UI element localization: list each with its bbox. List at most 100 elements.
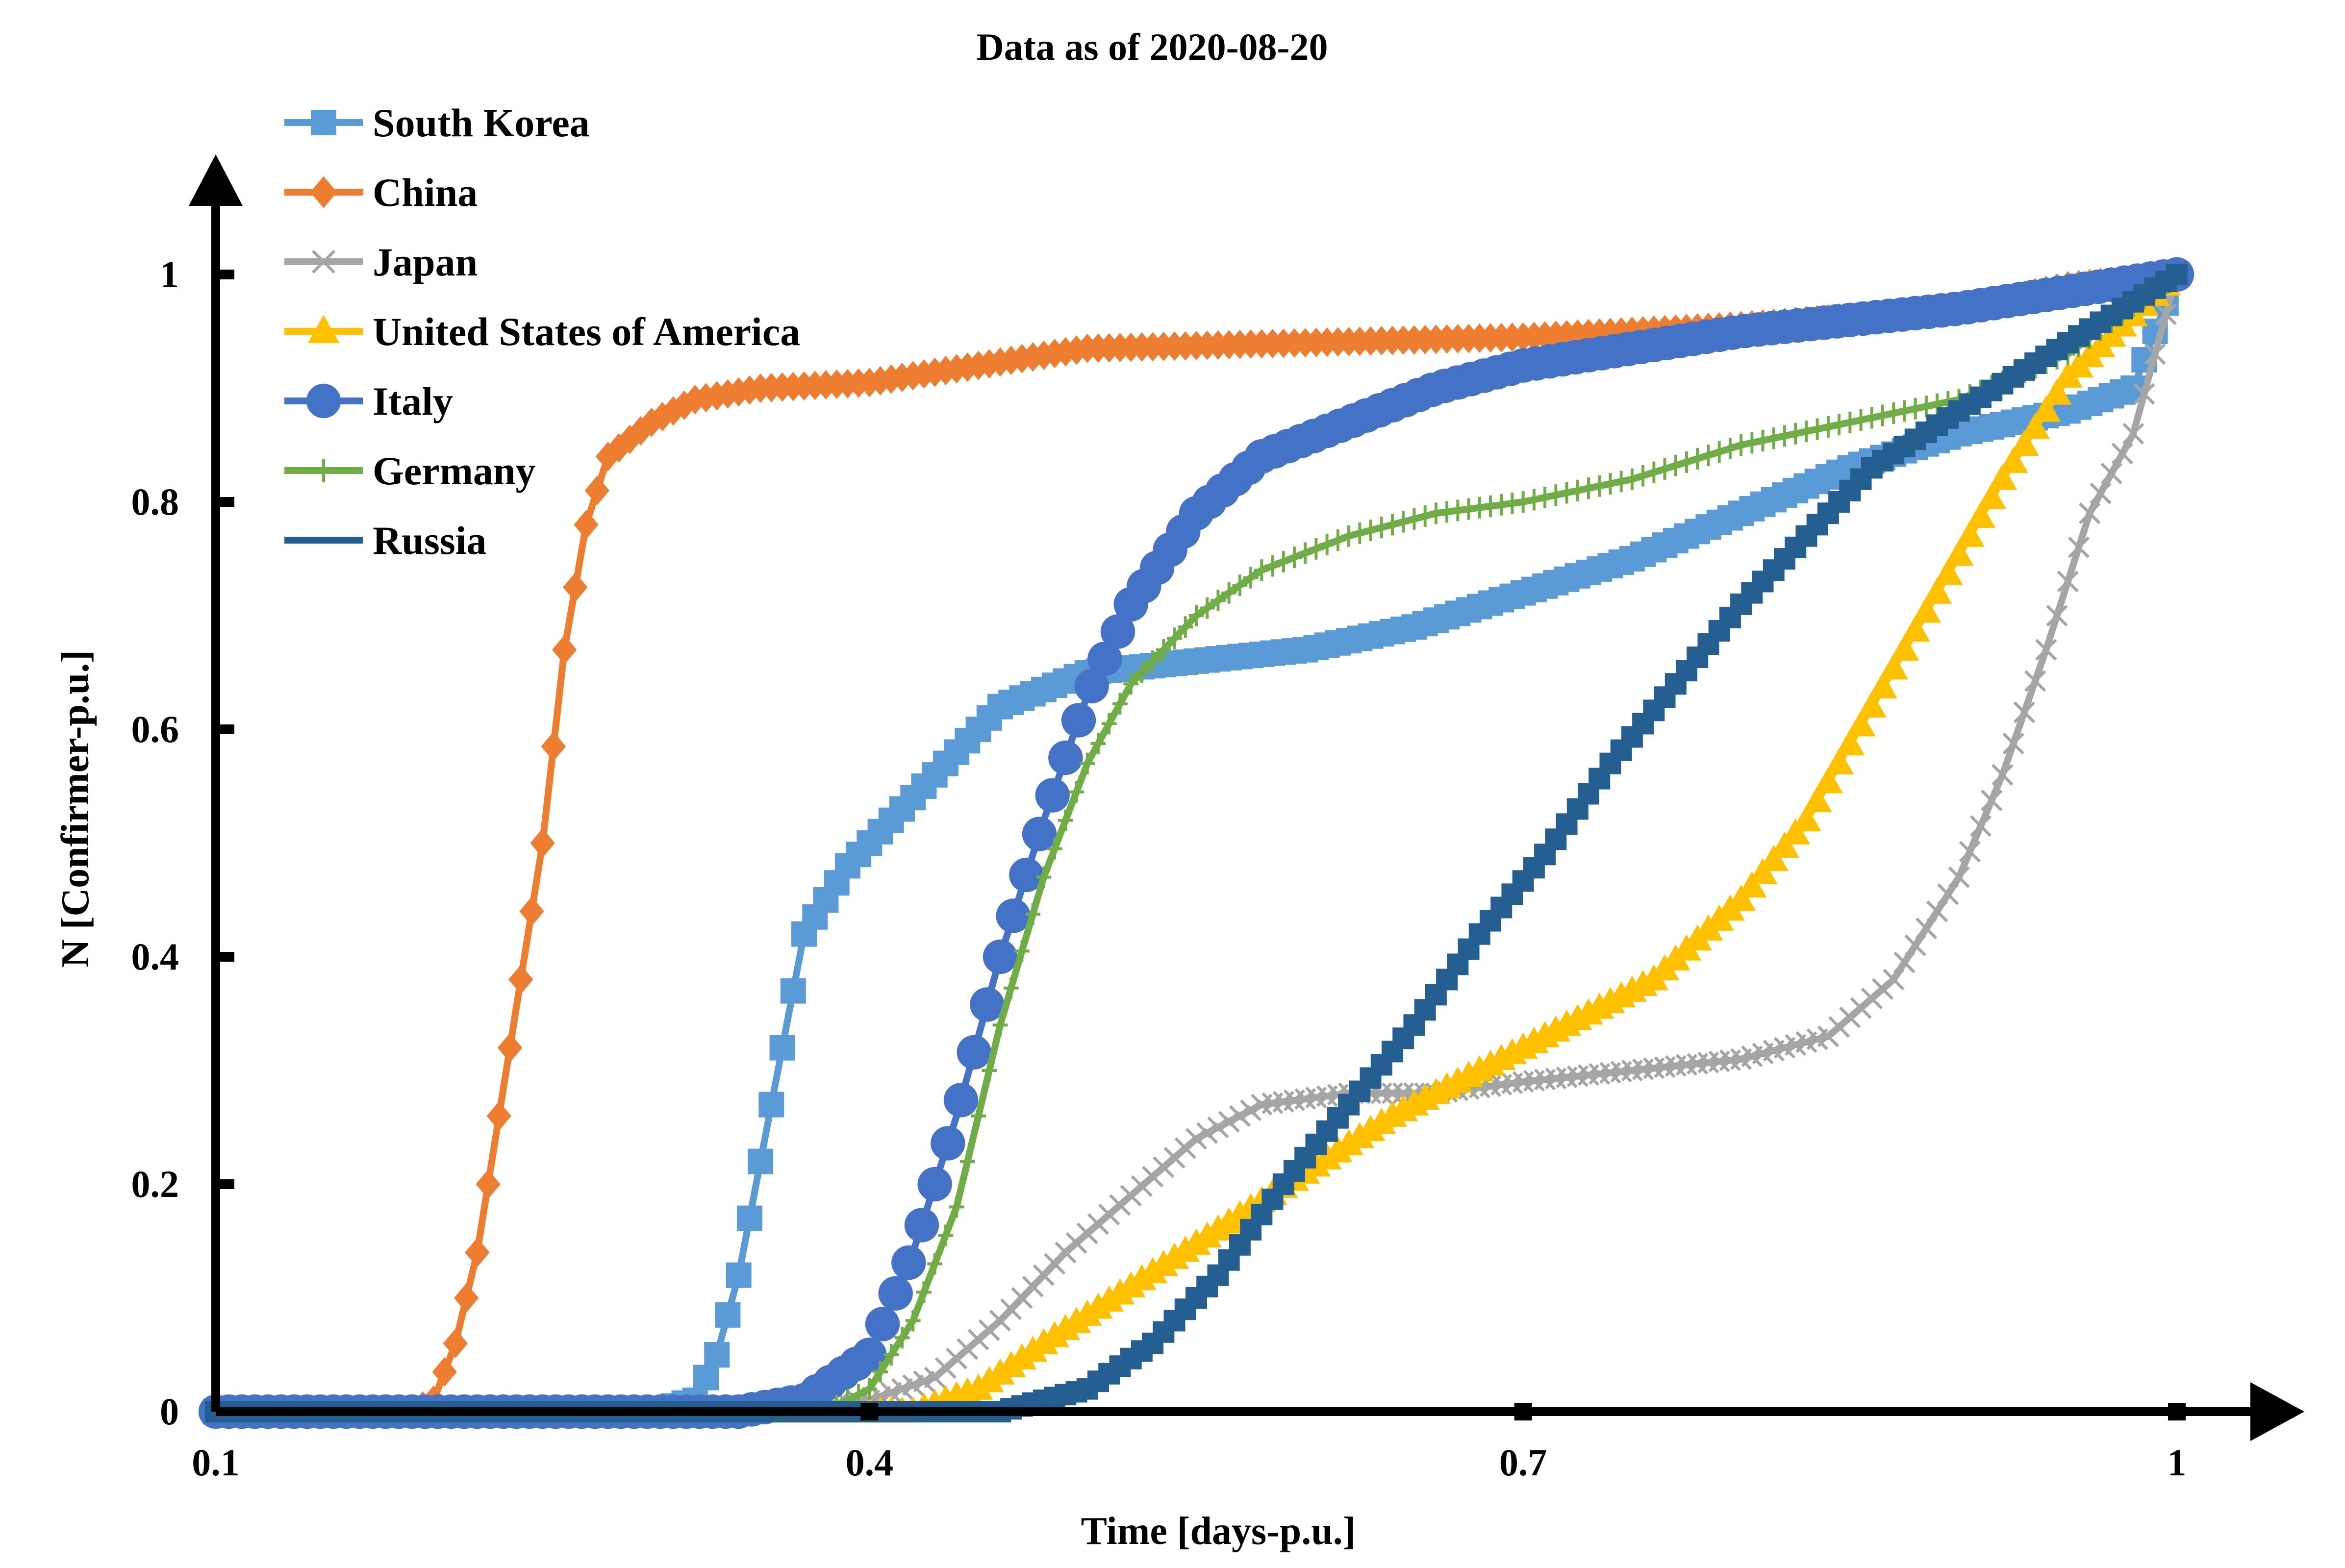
data-point [1385, 514, 1400, 536]
data-point [949, 1196, 964, 1218]
data-point [927, 1253, 943, 1275]
data-point [1981, 789, 2003, 812]
data-point [1100, 614, 1135, 649]
legend-label: Russia [373, 518, 486, 563]
data-point [1395, 511, 1411, 533]
data-point [1548, 484, 1563, 506]
data-point [1635, 465, 1651, 487]
data-point [982, 1060, 997, 1081]
data-point [1646, 461, 1662, 483]
data-point [2020, 413, 2050, 439]
data-point [1112, 693, 1128, 715]
data-point [1134, 662, 1150, 683]
data-point [1229, 1105, 1251, 1127]
legend-label: Italy [373, 379, 453, 423]
data-point [574, 510, 599, 540]
data-point [2031, 396, 2061, 422]
data-point [1897, 400, 1912, 422]
data-point [2002, 732, 2024, 755]
x-tick-label: 0.4 [846, 1441, 894, 1484]
data-point [996, 898, 1031, 933]
data-point [905, 1310, 921, 1332]
data-point [1047, 838, 1062, 860]
y-axis-arrowhead [189, 154, 243, 206]
y-tick-label: 0.6 [131, 708, 179, 750]
data-point [1036, 866, 1052, 888]
data-point [1712, 441, 1727, 463]
data-point [2090, 482, 2112, 504]
data-point [971, 1105, 986, 1127]
data-point [1363, 520, 1378, 541]
data-point [1969, 815, 1992, 837]
data-point [2046, 604, 2068, 627]
data-point [878, 1276, 913, 1311]
y-tick-label: 0.4 [131, 935, 179, 978]
x-tick-label: 1 [2168, 1441, 2187, 1484]
series-united-states-of-america [201, 259, 2192, 1423]
data-point [1286, 547, 1302, 569]
data-point [1992, 764, 2014, 786]
data-point [1890, 634, 1919, 661]
legend-marker [310, 176, 337, 208]
data-point [1101, 713, 1117, 735]
data-point [1879, 653, 1909, 680]
data-point [1156, 639, 1171, 661]
data-point [1820, 416, 1836, 438]
legend-label: Japan [373, 240, 478, 284]
data-point [894, 1327, 910, 1349]
legend-item: United States of America [284, 309, 800, 354]
data-point [1074, 669, 1109, 704]
legend-item: Italy [284, 379, 453, 423]
data-point [476, 1170, 501, 1199]
data-point [1933, 558, 1963, 585]
data-point [1381, 1082, 1404, 1104]
data-point [780, 978, 806, 1004]
data-point [1904, 934, 1926, 956]
data-point [1864, 407, 1880, 429]
data-point [1770, 831, 1799, 858]
data-point [1846, 710, 1876, 737]
data-point [1243, 567, 1259, 589]
data-point [1614, 471, 1629, 493]
data-point [1087, 641, 1122, 676]
data-point [2013, 701, 2036, 723]
data-point [1755, 429, 1770, 451]
data-point [1417, 505, 1433, 527]
data-point [552, 635, 577, 665]
data-point [769, 1035, 795, 1061]
data-point [1265, 555, 1280, 577]
data-point [1048, 740, 1083, 775]
data-point [1875, 404, 1891, 426]
y-tick-mark [216, 724, 234, 734]
data-point [1831, 414, 1847, 436]
data-point [1080, 752, 1095, 774]
data-point [1009, 857, 1044, 893]
data-point [454, 1283, 479, 1313]
data-point [1802, 786, 1832, 813]
data-point [530, 828, 555, 858]
data-point [1003, 977, 1019, 999]
data-point [1944, 540, 1974, 566]
data-point [943, 1083, 979, 1118]
data-point [736, 1205, 762, 1231]
plot-series [198, 257, 2194, 1429]
x-tick-label: 0.1 [192, 1441, 240, 1484]
x-tick-mark [2168, 1403, 2186, 1420]
data-point [1232, 574, 1248, 597]
data-point [704, 1342, 730, 1368]
y-tick-label: 0 [160, 1390, 179, 1433]
data-point [1210, 590, 1226, 612]
data-point [432, 1357, 457, 1387]
data-point [1868, 672, 1897, 699]
y-tick-mark [216, 270, 234, 279]
data-point [1737, 871, 1767, 898]
x-tick-mark [860, 1403, 879, 1420]
data-point [563, 572, 588, 602]
data-point [2100, 462, 2122, 485]
data-point [1926, 900, 1948, 922]
data-point [650, 402, 675, 431]
data-point [852, 1337, 887, 1372]
data-point [1330, 529, 1346, 551]
data-point [1254, 559, 1269, 581]
